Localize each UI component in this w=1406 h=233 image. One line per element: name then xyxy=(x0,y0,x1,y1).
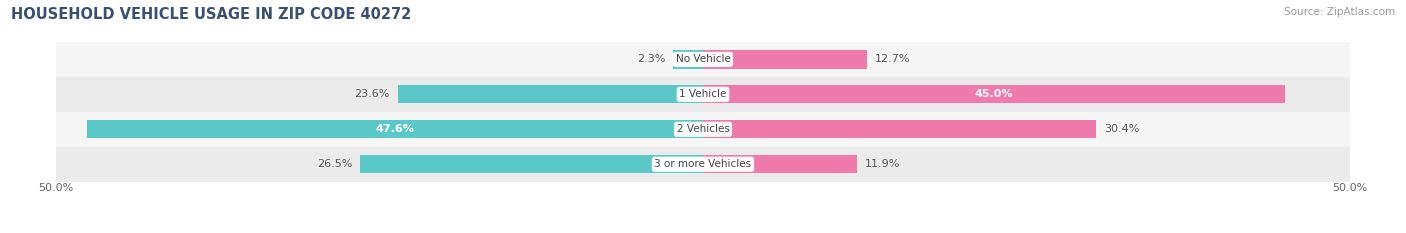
Bar xyxy=(56,42,1350,77)
Text: Source: ZipAtlas.com: Source: ZipAtlas.com xyxy=(1284,7,1395,17)
Bar xyxy=(56,112,1350,147)
Text: 2.3%: 2.3% xyxy=(637,55,665,64)
Text: 47.6%: 47.6% xyxy=(375,124,415,134)
Text: 26.5%: 26.5% xyxy=(318,159,353,169)
Text: 23.6%: 23.6% xyxy=(354,89,389,99)
Text: 3 or more Vehicles: 3 or more Vehicles xyxy=(654,159,752,169)
Bar xyxy=(87,120,703,138)
Text: 45.0%: 45.0% xyxy=(974,89,1014,99)
Bar xyxy=(703,155,856,173)
Bar xyxy=(703,85,1285,103)
Text: 12.7%: 12.7% xyxy=(875,55,911,64)
Text: 2 Vehicles: 2 Vehicles xyxy=(676,124,730,134)
Text: 30.4%: 30.4% xyxy=(1104,124,1139,134)
Text: No Vehicle: No Vehicle xyxy=(675,55,731,64)
Bar xyxy=(398,85,703,103)
Bar xyxy=(360,155,703,173)
Text: HOUSEHOLD VEHICLE USAGE IN ZIP CODE 40272: HOUSEHOLD VEHICLE USAGE IN ZIP CODE 4027… xyxy=(11,7,412,22)
Bar xyxy=(703,120,1097,138)
Bar xyxy=(56,77,1350,112)
Text: 11.9%: 11.9% xyxy=(865,159,900,169)
Bar xyxy=(56,147,1350,182)
Text: 1 Vehicle: 1 Vehicle xyxy=(679,89,727,99)
Bar xyxy=(703,50,868,69)
Bar xyxy=(673,50,703,69)
